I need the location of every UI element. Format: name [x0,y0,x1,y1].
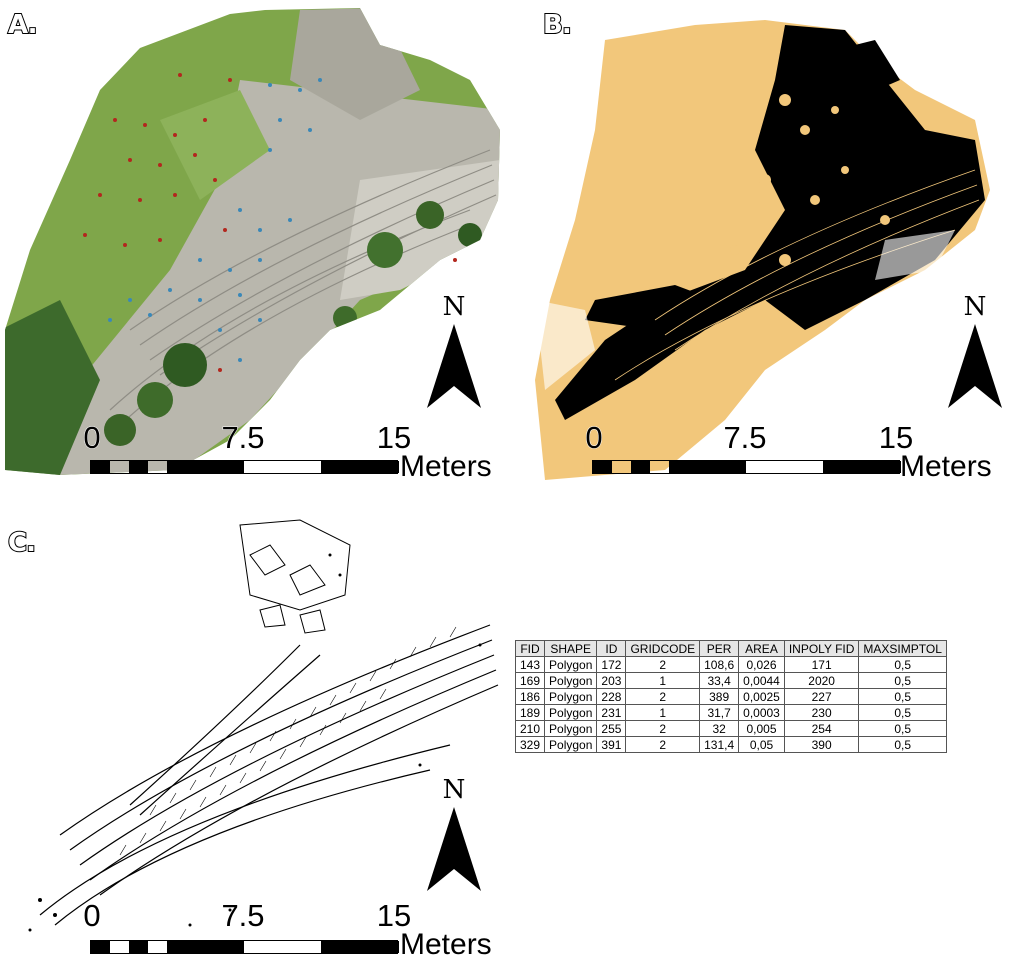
table-cell: Polygon [544,656,598,673]
table-cell: 169 [514,672,546,689]
north-arrow-icon [427,807,481,891]
scale-unit: Meters [400,928,492,961]
table-cell: Polygon [544,672,598,689]
table-cell: 2020 [783,672,860,689]
table-cell: Polygon [544,720,598,737]
table-cell: 0,0025 [738,688,785,705]
scale-bar-graphic [592,460,901,474]
scale-tick-0: 0 [83,898,101,933]
panel-a-scale-bar: 0 7.5 15 Meters [83,420,508,483]
column-header: GRIDCODE [625,640,701,657]
table-cell: 228 [596,688,627,705]
scale-tick-0: 0 [585,420,603,455]
table-cell: 172 [596,656,627,673]
scale-unit: Meters [400,450,492,483]
scale-unit: Meters [900,450,992,483]
table-cell: 203 [596,672,627,689]
table-cell: 31,7 [699,704,740,721]
panel-c-vector-outline-map [0,515,505,945]
table-cell: 131,4 [699,736,740,753]
table-cell: Polygon [544,736,598,753]
table-cell: 0,026 [738,656,785,673]
table-cell: 254 [783,720,860,737]
north-label: N [442,292,466,322]
north-arrow-icon [427,324,481,408]
table-row: 186 Polygon 228 2 389 0,0025 227 0,5 [514,688,947,705]
panel-c-north-arrow: N [425,775,483,898]
table-cell: 1 [625,672,701,689]
table-cell: 389 [699,688,740,705]
scale-tick-0: 0 [83,420,101,455]
table-cell: 0,05 [738,736,785,753]
table-cell: 32 [699,720,740,737]
table-cell: 0,5 [858,672,947,689]
column-header: PER [699,640,740,657]
column-header: FID [514,640,546,657]
table-cell: 2 [625,736,701,753]
table-cell: 231 [596,704,627,721]
table-cell: 2 [625,720,701,737]
table-cell: 189 [514,704,546,721]
panel-c-scale-bar: 0 7.5 15 Meters [83,898,508,961]
table-cell: 171 [783,656,860,673]
table-cell: 0,5 [858,656,947,673]
table-cell: 1 [625,704,701,721]
table-cell: 0,005 [738,720,785,737]
table-cell: 390 [783,736,860,753]
panel-b-scale-bar: 0 7.5 15 Meters [585,420,1008,483]
attribute-table: FID SHAPE ID GRIDCODE PER AREA INPOLY FI… [514,640,947,753]
table-cell: 2 [625,688,701,705]
table-cell: 210 [514,720,546,737]
table-cell: 0,5 [858,736,947,753]
column-header: ID [596,640,627,657]
table-row: 143 Polygon 172 2 108,6 0,026 171 0,5 [514,656,947,673]
scale-bar-graphic [90,940,399,954]
panel-a-label: A. [7,9,39,41]
panel-b-classified-map [505,0,1010,490]
table-cell: 0,5 [858,704,947,721]
table-cell: 230 [783,704,860,721]
table-row: 189 Polygon 231 1 31,7 0,0003 230 0,5 [514,704,947,721]
table-header-row: FID SHAPE ID GRIDCODE PER AREA INPOLY FI… [514,640,947,657]
table-cell: Polygon [544,704,598,721]
scale-tick-max: 15 [376,420,412,455]
table-cell: Polygon [544,688,598,705]
north-label: N [442,775,466,805]
table-cell: 329 [514,736,546,753]
table-cell: 143 [514,656,546,673]
table-cell: 33,4 [699,672,740,689]
column-header: MAXSIMPTOL [858,640,947,657]
table-cell: 0,0003 [738,704,785,721]
panel-a-north-arrow: N [425,292,483,415]
column-header: SHAPE [544,640,598,657]
scale-tick-mid: 7.5 [221,898,265,933]
scale-bar-graphic [90,460,399,474]
scale-tick-max: 15 [376,898,412,933]
panel-b-label: B. [542,9,573,41]
table-cell: 391 [596,736,627,753]
table-cell: 0,5 [858,688,947,705]
scale-tick-mid: 7.5 [723,420,767,455]
table-cell: 227 [783,688,860,705]
panel-a-orthophoto [0,0,505,480]
scale-tick-max: 15 [878,420,914,455]
table-cell: 186 [514,688,546,705]
table-cell: 0,0044 [738,672,785,689]
scale-tick-mid: 7.5 [221,420,265,455]
table-cell: 2 [625,656,701,673]
table-row: 329 Polygon 391 2 131,4 0,05 390 0,5 [514,736,947,753]
panel-c-label: C. [7,527,37,559]
north-arrow-icon [948,324,1002,408]
north-label: N [963,292,987,322]
table-cell: 108,6 [699,656,740,673]
panel-b-north-arrow: N [946,292,1004,415]
column-header: INPOLY FID [783,640,860,657]
table-row: 210 Polygon 255 2 32 0,005 254 0,5 [514,720,947,737]
table-row: 169 Polygon 203 1 33,4 0,0044 2020 0,5 [514,672,947,689]
table-cell: 0,5 [858,720,947,737]
column-header: AREA [738,640,785,657]
table-cell: 255 [596,720,627,737]
